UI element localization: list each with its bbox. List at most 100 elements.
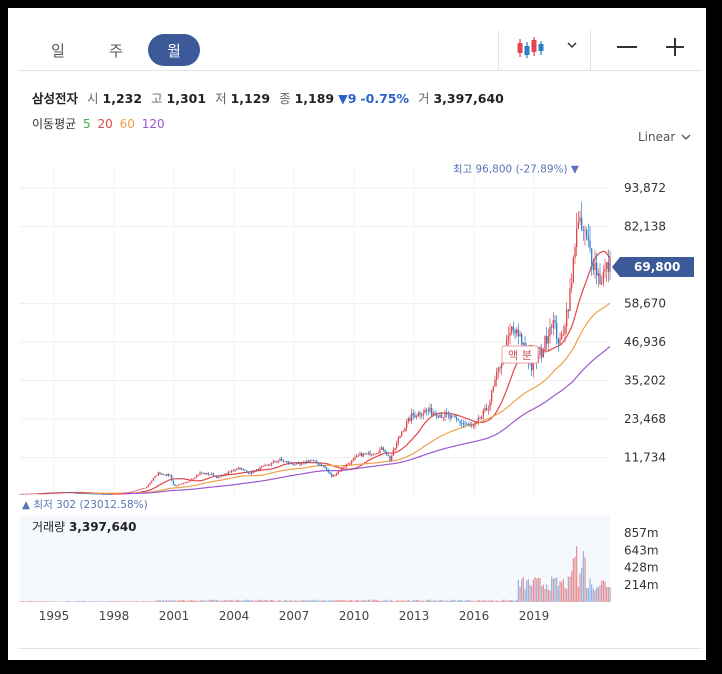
volume-panel	[20, 516, 610, 602]
candle-body	[284, 461, 286, 462]
volume-bar	[534, 577, 536, 602]
candle-body	[357, 455, 359, 457]
volume-bar	[356, 599, 358, 602]
volume-bar	[392, 601, 394, 602]
candle-body	[369, 452, 371, 456]
volume-bar	[201, 599, 203, 602]
candle-body	[296, 462, 298, 465]
volume-bar	[602, 580, 604, 602]
candle-body	[351, 460, 353, 464]
candle-body	[337, 471, 339, 474]
candle-body	[231, 470, 233, 472]
price-chart[interactable]: 93,872 82,138 58,670 46,936 35,202 23,468 11,7…	[18, 148, 702, 628]
tab-daily[interactable]: 일	[51, 41, 65, 60]
candle-body	[114, 493, 116, 495]
volume-bar	[24, 601, 26, 602]
volume-bar	[321, 601, 323, 602]
candle-body	[206, 473, 208, 475]
candle-body	[514, 329, 516, 334]
candle-body	[392, 449, 394, 456]
volume-bar	[489, 600, 491, 602]
volume-bar	[479, 599, 481, 602]
candle-body	[91, 493, 93, 495]
volume-bar	[166, 599, 168, 602]
candle-body	[596, 262, 598, 276]
candle-body	[21, 493, 23, 495]
candle-body	[331, 473, 333, 477]
zoom-in-button[interactable]	[666, 38, 684, 56]
candle-body	[607, 262, 609, 272]
volume-bar	[502, 599, 504, 602]
volume-bar	[359, 600, 361, 602]
zoom-out-button[interactable]	[617, 46, 637, 48]
candle-body	[77, 492, 79, 494]
tab-monthly[interactable]: 월	[148, 34, 200, 66]
volume-bar	[157, 600, 159, 602]
volume-bar	[492, 600, 494, 602]
volume-bar	[182, 600, 184, 602]
candle-body	[129, 491, 131, 493]
chevron-down-icon[interactable]	[564, 38, 580, 52]
candle-body	[376, 453, 378, 454]
volume-bar	[176, 601, 178, 602]
volume-bar	[244, 599, 246, 602]
period-tabs: 일 주 월	[32, 34, 200, 66]
scale-selector[interactable]: Linear	[638, 130, 691, 144]
candle-body	[224, 473, 226, 477]
volume-bar	[194, 600, 196, 602]
x-tick-label: 2016	[459, 609, 490, 623]
volume-bar	[457, 599, 459, 602]
candle-body	[276, 462, 278, 463]
candle-body	[324, 465, 326, 468]
volume-bar	[537, 577, 539, 602]
candle-body	[184, 482, 186, 484]
volume-bar	[307, 599, 309, 602]
volume-bar	[107, 601, 109, 602]
candle-body	[169, 475, 171, 477]
volume-bar	[251, 599, 253, 602]
volume-bar	[369, 599, 371, 602]
tab-weekly[interactable]: 주	[109, 41, 123, 60]
candle-body	[76, 492, 78, 494]
candle-body	[37, 493, 39, 494]
candle-body	[214, 475, 216, 477]
candlestick-icon[interactable]	[516, 36, 546, 60]
volume-bar	[132, 601, 134, 602]
volume-bar	[222, 600, 224, 602]
candle-body	[137, 489, 139, 491]
volume-bar	[384, 600, 386, 602]
volume-bar	[374, 599, 376, 602]
candle-body	[49, 492, 51, 494]
candle-body	[407, 417, 409, 422]
volume-bar	[596, 587, 598, 602]
volume-bar	[524, 589, 526, 602]
candle-body	[221, 475, 223, 477]
volume-bar	[177, 600, 179, 602]
candle-body	[44, 492, 46, 494]
volume-bar	[441, 599, 443, 602]
candle-body	[481, 416, 483, 420]
candle-body	[134, 490, 136, 492]
candle-body	[362, 453, 364, 457]
change-percent: -0.75%	[360, 91, 409, 106]
moving-average-legend[interactable]: 이동평균 5 20 60 120	[32, 115, 165, 132]
volume-bar	[82, 601, 84, 602]
volume-bar	[26, 601, 28, 602]
volume-bar	[536, 578, 538, 602]
volume-bar	[487, 600, 489, 602]
candle-body	[171, 475, 173, 481]
candle-body	[459, 420, 461, 423]
candle-body	[261, 466, 263, 468]
volume-bar	[252, 600, 254, 602]
volume-bar	[414, 599, 416, 602]
candle-body	[424, 409, 426, 414]
volume-bar	[346, 600, 348, 602]
volume-bar	[347, 600, 349, 602]
volume-bar	[76, 601, 78, 602]
candle-body	[161, 474, 163, 475]
candle-body	[574, 247, 576, 258]
candle-body	[429, 407, 431, 412]
volume-bar	[271, 599, 273, 602]
candle-body	[204, 473, 206, 475]
candle-body	[379, 449, 381, 453]
